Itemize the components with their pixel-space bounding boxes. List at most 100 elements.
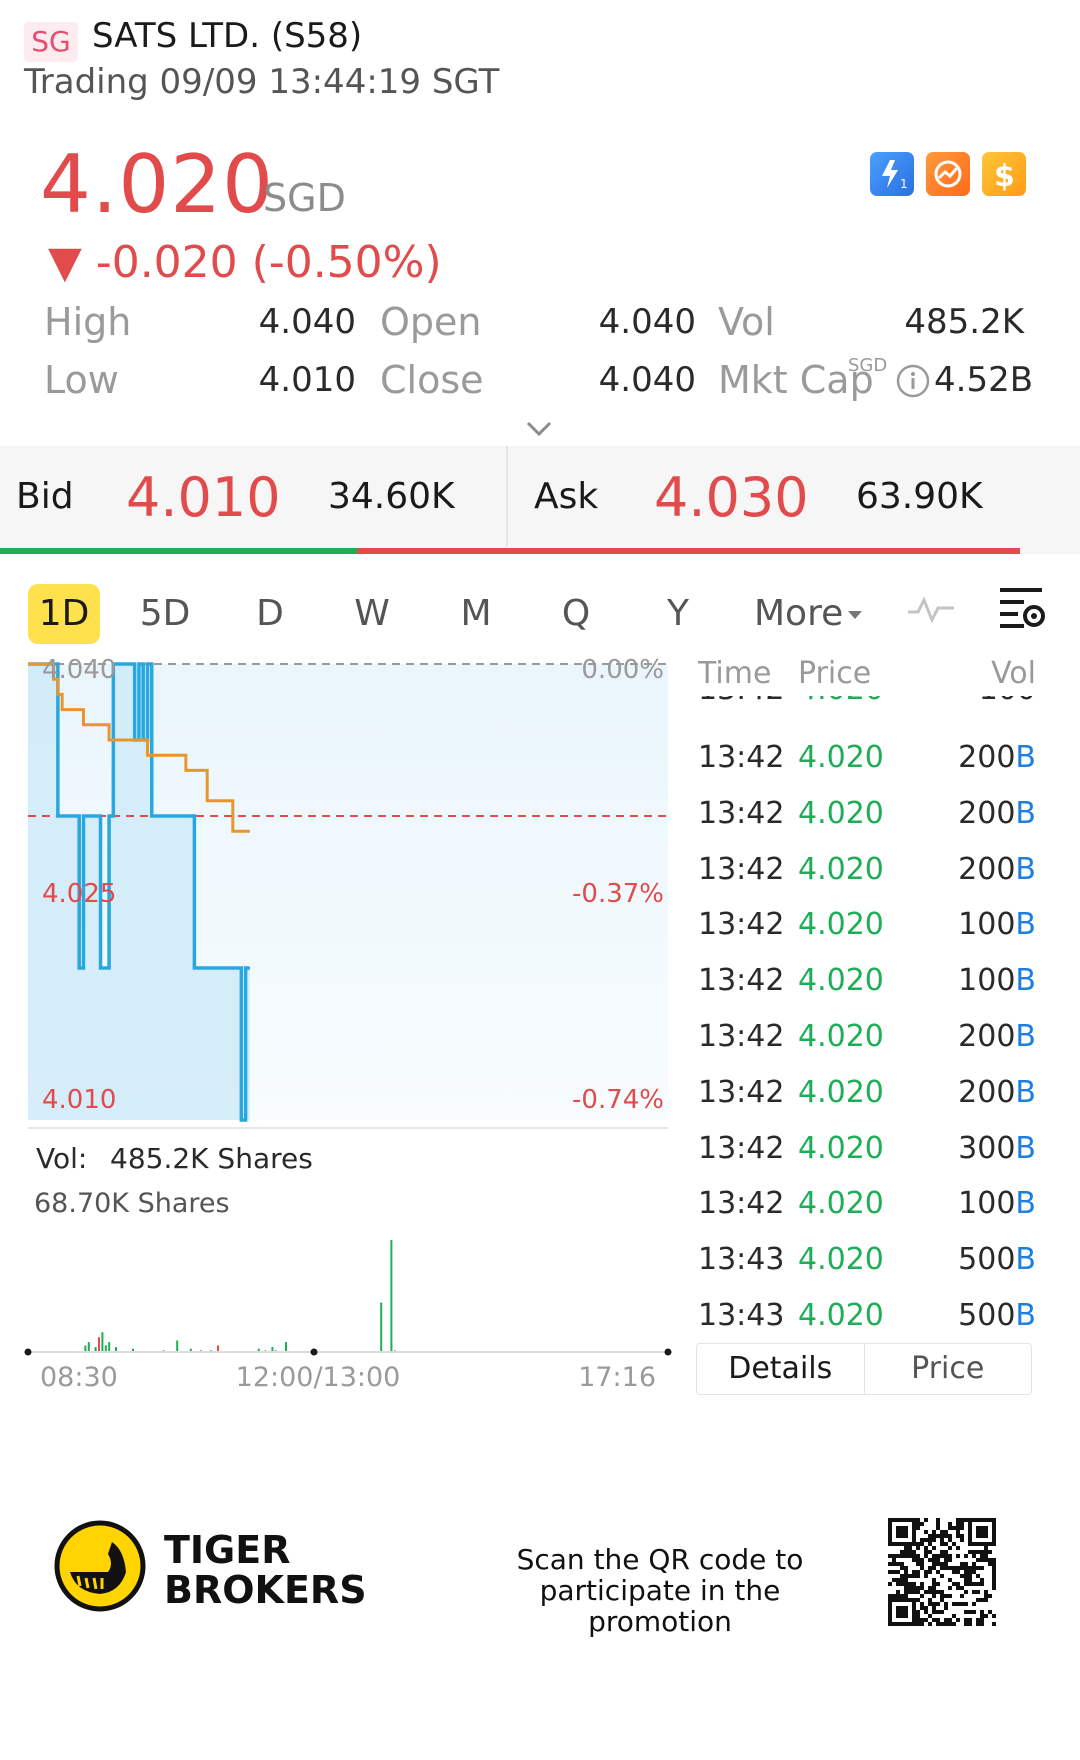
brand-name: TIGER BROKERS	[164, 1530, 367, 1610]
volume-bar	[101, 1332, 104, 1352]
tick-row: 13:42 4.020 200B	[690, 1075, 1040, 1115]
tab-1d[interactable]: 1D	[28, 584, 100, 644]
bid-ask-panel	[0, 446, 1080, 554]
price-tab[interactable]: Price	[911, 1351, 985, 1386]
tick-price: 4.020	[798, 1242, 884, 1278]
volume-bar	[104, 1345, 107, 1352]
low-value: 4.010	[258, 360, 356, 400]
tick-flag: B	[1015, 1242, 1036, 1278]
svg-text:$: $	[994, 159, 1015, 194]
tick-time: 13:42	[698, 963, 785, 999]
tab-day[interactable]: D	[256, 593, 284, 634]
tick-time: 13:42	[698, 1186, 785, 1222]
tick-row: 13:42 4.020 200B	[690, 852, 1040, 892]
volume-bar	[189, 1348, 192, 1352]
tick-time: 13:42	[698, 851, 785, 887]
tab-more[interactable]: More	[754, 593, 844, 634]
tab-5d[interactable]: 5D	[139, 593, 191, 634]
tab-quarter[interactable]: Q	[561, 593, 591, 634]
mktcap-value: 4.52B	[934, 360, 1034, 400]
tick-price: 4.020	[798, 795, 884, 831]
x-label-midday: 12:00/13:00	[236, 1362, 401, 1393]
tick-row: 13:42 4.020 300B	[690, 1131, 1040, 1171]
tick-flag: B	[1015, 1019, 1036, 1054]
average-price-line	[28, 662, 250, 833]
high-label: High	[44, 300, 132, 344]
ask-label: Ask	[534, 476, 599, 517]
tick-time: 13:42	[698, 1074, 785, 1110]
volume-bar	[87, 1342, 90, 1352]
tab-month[interactable]: M	[460, 593, 492, 634]
tick-vol: 200B	[958, 851, 1036, 887]
tick-price: 4.020	[798, 963, 884, 999]
details-tab[interactable]: Details	[697, 1344, 865, 1394]
tracking-icon[interactable]	[926, 152, 970, 196]
tick-flag: B	[1015, 1130, 1036, 1166]
tick-price: 4.020	[798, 696, 884, 707]
tick-vol: 100B	[958, 1186, 1036, 1222]
volume-bar	[390, 1240, 393, 1352]
tick-time: 13:42	[698, 907, 785, 943]
tab-week[interactable]: W	[354, 593, 390, 634]
tick-vol: 200B	[958, 740, 1036, 775]
ask-price: 4.030	[654, 466, 809, 529]
ticks-header-vol: Vol	[991, 656, 1036, 691]
bid-strength-bar	[0, 548, 357, 554]
session-start-dot	[24, 1348, 32, 1356]
price-area	[28, 664, 250, 1120]
chart-settings-icon[interactable]	[998, 584, 1048, 632]
stock-title: SATS LTD. (S58)	[92, 16, 363, 56]
tick-price: 4.020	[798, 1130, 884, 1166]
intraday-chart[interactable]: 4.040 0.00% 4.025 -0.37% 4.010 -0.74% Vol: 485.…	[0, 640, 680, 1400]
y-label-high: 4.040	[42, 655, 116, 685]
tick-row: 13:43 4.020 500B	[690, 1242, 1040, 1282]
high-value: 4.040	[258, 302, 356, 342]
close-label: Close	[380, 358, 484, 402]
tick-price: 4.020	[798, 1298, 884, 1333]
tick-flag: B	[1015, 907, 1036, 943]
ticks-toggle[interactable]: Details Price	[696, 1343, 1032, 1395]
tick-time: 13:42	[698, 740, 785, 775]
volume-bar	[84, 1345, 87, 1352]
low-label: Low	[44, 358, 119, 402]
tick-vol: 100	[940, 696, 1036, 707]
tab-year[interactable]: Y	[667, 593, 689, 634]
tick-time: 13:42	[698, 1130, 785, 1166]
tick-price: 4.020	[798, 851, 884, 887]
expand-chevron-icon[interactable]	[524, 414, 554, 444]
tick-vol: 300B	[958, 1130, 1036, 1166]
session-end-dot	[664, 1348, 672, 1356]
svg-text:1: 1	[900, 177, 908, 191]
tick-row: 13:42 4.020 100B	[690, 963, 1040, 1003]
volume-max: 68.70K Shares	[34, 1188, 230, 1219]
mktcap-currency: SGD	[848, 355, 888, 376]
volume-bar	[176, 1340, 179, 1352]
volume-bar	[115, 1347, 117, 1352]
tick-price: 4.020	[798, 740, 884, 775]
chevron-down-icon[interactable]	[846, 606, 864, 624]
dollar-icon[interactable]: $	[982, 152, 1026, 196]
lunch-break-dot	[310, 1348, 318, 1356]
tick-price: 4.020	[798, 1019, 884, 1054]
flash-icon[interactable]: 1	[870, 152, 914, 196]
indicator-icon[interactable]	[906, 590, 956, 630]
pct-label-mid: -0.37%	[572, 879, 664, 909]
info-icon[interactable]	[896, 364, 930, 398]
tick-vol: 500B	[958, 1242, 1036, 1278]
open-label: Open	[380, 300, 482, 344]
tick-row: 13:42 4.020 200B	[690, 740, 1040, 780]
tick-flag: B	[1015, 740, 1036, 775]
price-change: ▼ -0.020 (-0.50%)	[48, 237, 442, 288]
tick-vol: 200B	[958, 1074, 1036, 1110]
qr-code	[888, 1518, 996, 1626]
trading-status: Trading 09/09 13:44:19 SGT	[24, 62, 500, 102]
volume-total: 485.2K Shares	[110, 1142, 313, 1175]
tick-flag: B	[1015, 1298, 1036, 1333]
tick-row: 13:42 4.020 100B	[690, 1186, 1040, 1226]
pct-label-high: 0.00%	[581, 655, 664, 685]
tiger-logo	[54, 1520, 146, 1612]
tick-row: 13:42 4.020 200B	[690, 796, 1040, 836]
bid-volume: 34.60K	[328, 476, 455, 517]
y-label-low: 4.010	[42, 1085, 116, 1115]
ticks-header-price: Price	[798, 656, 872, 691]
